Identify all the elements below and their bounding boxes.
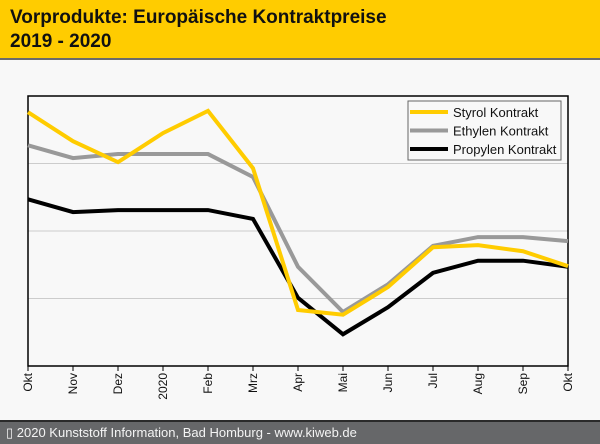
line-chart: Okt Nov Dez 2020 Feb Mrz Apr Mai Jun Jul Aug Sep Okt… — [21, 95, 575, 400]
x-tick-label: Jun — [381, 373, 395, 392]
legend-label: Propylen Kontrakt — [453, 142, 557, 157]
x-tick-label: Okt — [21, 372, 35, 391]
x-tick-label: Mai — [336, 373, 350, 392]
header-banner: Vorprodukte: Europäische Kontraktpreise … — [0, 0, 600, 60]
x-tick-label: Jul — [426, 373, 440, 388]
x-tick-label: Nov — [66, 373, 80, 394]
x-tick-label: Sep — [516, 373, 530, 395]
chart-subtitle: 2019 - 2020 — [10, 31, 112, 52]
legend-label: Styrol Kontrakt — [453, 105, 539, 120]
footer-bar: ▯ 2020 Kunststoff Information, Bad Hombu… — [0, 420, 600, 444]
series-line-styrol-kontrakt — [26, 108, 569, 317]
x-tick-label: Okt — [561, 372, 575, 391]
footer-copyright: ▯ 2020 Kunststoff Information, Bad Hombu… — [6, 425, 357, 440]
x-tick-label: Dez — [111, 373, 125, 394]
x-tick-label: Apr — [291, 373, 305, 392]
x-tick-label: Mrz — [246, 373, 260, 393]
chart-title: Vorprodukte: Europäische Kontraktpreise — [10, 7, 387, 28]
legend-label: Ethylen Kontrakt — [453, 124, 549, 139]
series-line-propylen-kontrakt — [27, 197, 569, 337]
series-line-ethylen-kontrakt — [27, 143, 569, 315]
x-tick-label: Feb — [201, 373, 215, 394]
x-tick-label: Aug — [471, 373, 485, 394]
x-tick-label: 2020 — [156, 373, 170, 400]
